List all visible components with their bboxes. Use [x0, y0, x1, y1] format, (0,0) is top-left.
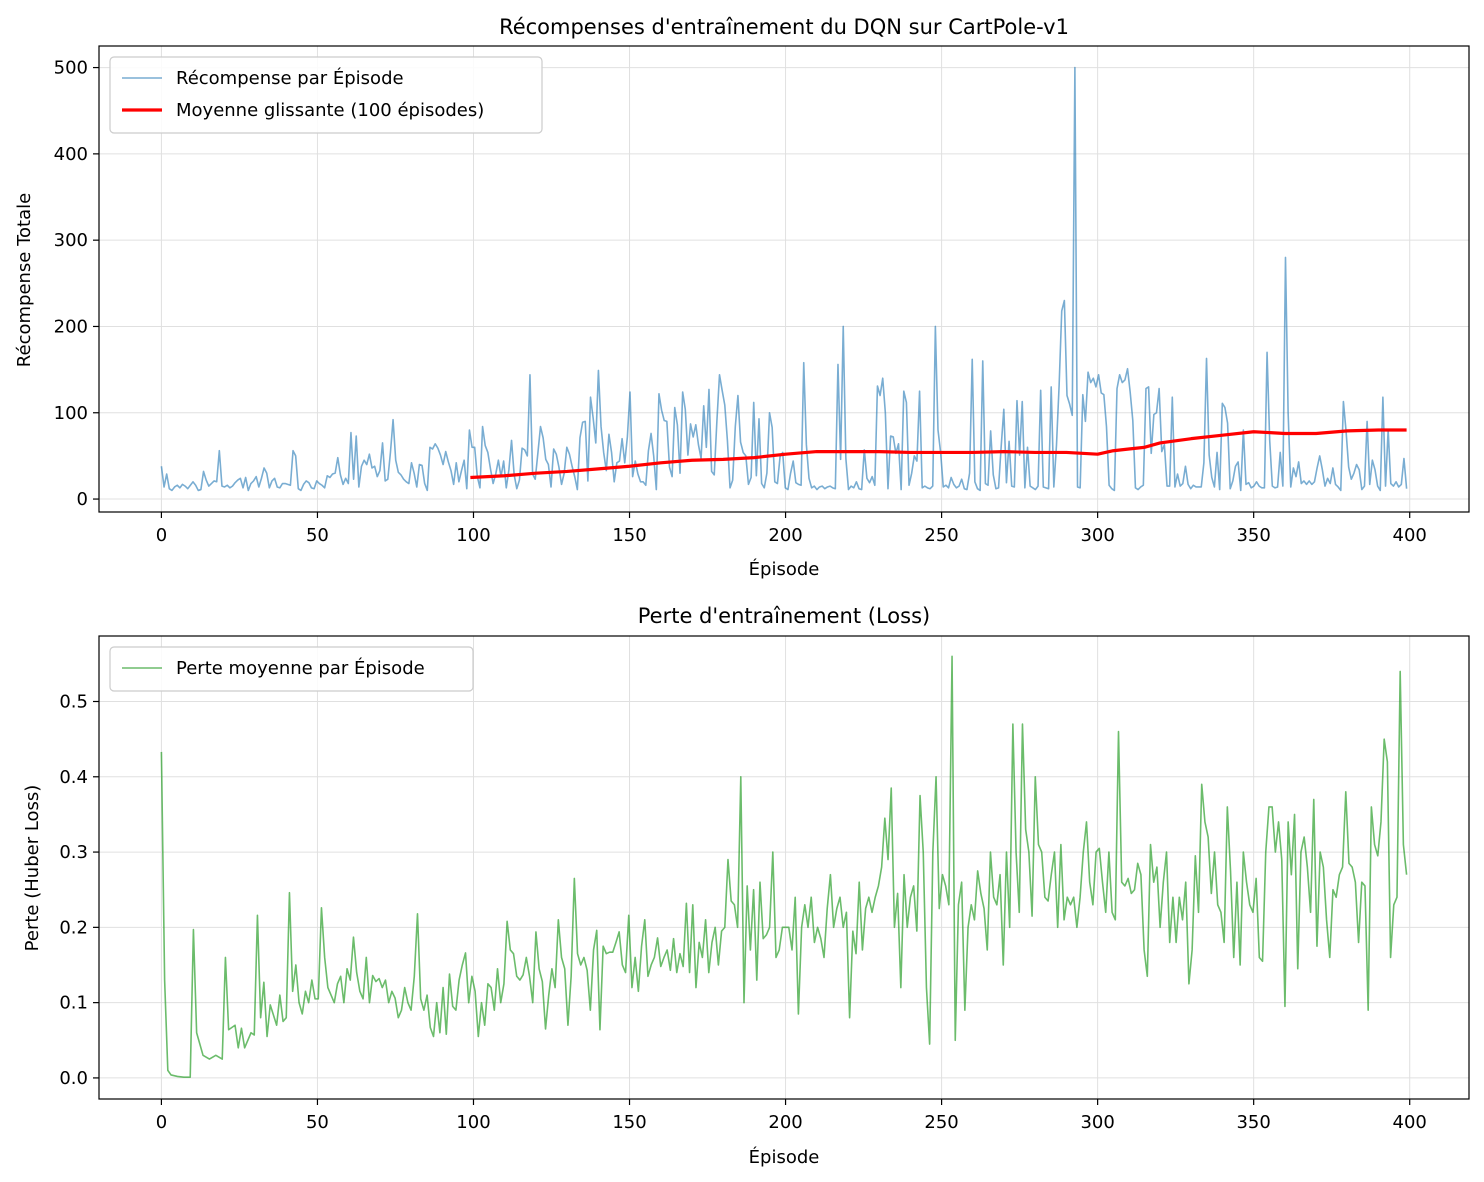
x-tick-label: 0	[156, 1112, 167, 1133]
chart-title: Perte d'entraînement (Loss)	[638, 604, 930, 628]
y-tick-label: 100	[54, 403, 88, 424]
y-tick-label: 0.3	[59, 842, 88, 863]
legend-label: Perte moyenne par Épisode	[176, 657, 425, 679]
legend: Récompense par Épisode Moyenne glissante …	[109, 56, 543, 134]
plot-frame	[98, 635, 1470, 1100]
x-tick-label: 400	[1393, 525, 1427, 546]
x-tick-label: 250	[924, 525, 958, 546]
x-tick-label: 350	[1236, 1112, 1270, 1133]
x-tick-label: 100	[456, 1112, 490, 1133]
legend: Perte moyenne par Épisode	[109, 646, 474, 692]
y-tick-label: 0.1	[59, 993, 88, 1014]
x-tick-label: 250	[924, 1112, 958, 1133]
x-axis-ticks: 0 50 100 150 200 250 300 350 400	[156, 512, 1427, 546]
x-tick-label: 150	[612, 525, 646, 546]
y-tick-label: 500	[54, 58, 88, 79]
x-tick-label: 300	[1080, 1112, 1114, 1133]
series-line-0	[160, 66, 1408, 492]
x-axis-ticks: 0 50 100 150 200 250 300 350 400	[156, 1099, 1427, 1133]
series-line-1	[470, 428, 1407, 480]
grid	[99, 636, 1469, 1099]
x-tick-label: 50	[306, 1112, 329, 1133]
legend-box	[109, 56, 543, 134]
x-axis-label: Épisode	[749, 1146, 820, 1168]
legend-label: Moyenne glissante (100 épisodes)	[176, 100, 484, 121]
y-tick-label: 0.5	[59, 691, 88, 712]
x-tick-label: 200	[768, 525, 802, 546]
y-tick-label: 0.0	[59, 1068, 88, 1089]
y-tick-label: 400	[54, 144, 88, 165]
x-tick-label: 150	[612, 1112, 646, 1133]
x-axis-label: Épisode	[749, 558, 820, 580]
loss-chart: Perte d'entraînement (Loss) 0 50 100 150 200…	[22, 604, 1470, 1168]
series-layer	[160, 655, 1408, 1078]
y-axis-ticks: 0.0 0.1 0.2 0.3 0.4 0.5	[59, 691, 99, 1089]
y-tick-label: 300	[54, 230, 88, 251]
grid	[99, 46, 1469, 512]
x-tick-label: 0	[156, 525, 167, 546]
legend-box	[109, 646, 474, 692]
x-tick-label: 200	[768, 1112, 802, 1133]
y-axis-label: Récompense Totale	[14, 193, 35, 367]
x-tick-label: 50	[306, 525, 329, 546]
series-line-0	[160, 655, 1408, 1078]
x-tick-label: 100	[456, 525, 490, 546]
chart-title: Récompenses d'entraînement du DQN sur Ca…	[499, 15, 1069, 39]
series-layer	[160, 66, 1408, 492]
x-tick-label: 300	[1080, 525, 1114, 546]
y-axis-ticks: 0 100 200 300 400 500	[54, 58, 99, 510]
plot-frame	[98, 45, 1470, 513]
y-axis-label: Perte (Huber Loss)	[22, 785, 43, 952]
y-tick-label: 0.2	[59, 917, 88, 938]
y-tick-label: 0	[77, 489, 88, 510]
x-tick-label: 400	[1393, 1112, 1427, 1133]
y-tick-label: 0.4	[59, 767, 88, 788]
x-tick-label: 350	[1236, 525, 1270, 546]
rewards-chart: Récompenses d'entraînement du DQN sur Ca…	[14, 15, 1470, 580]
legend-label: Récompense par Épisode	[176, 67, 404, 89]
y-tick-label: 200	[54, 316, 88, 337]
